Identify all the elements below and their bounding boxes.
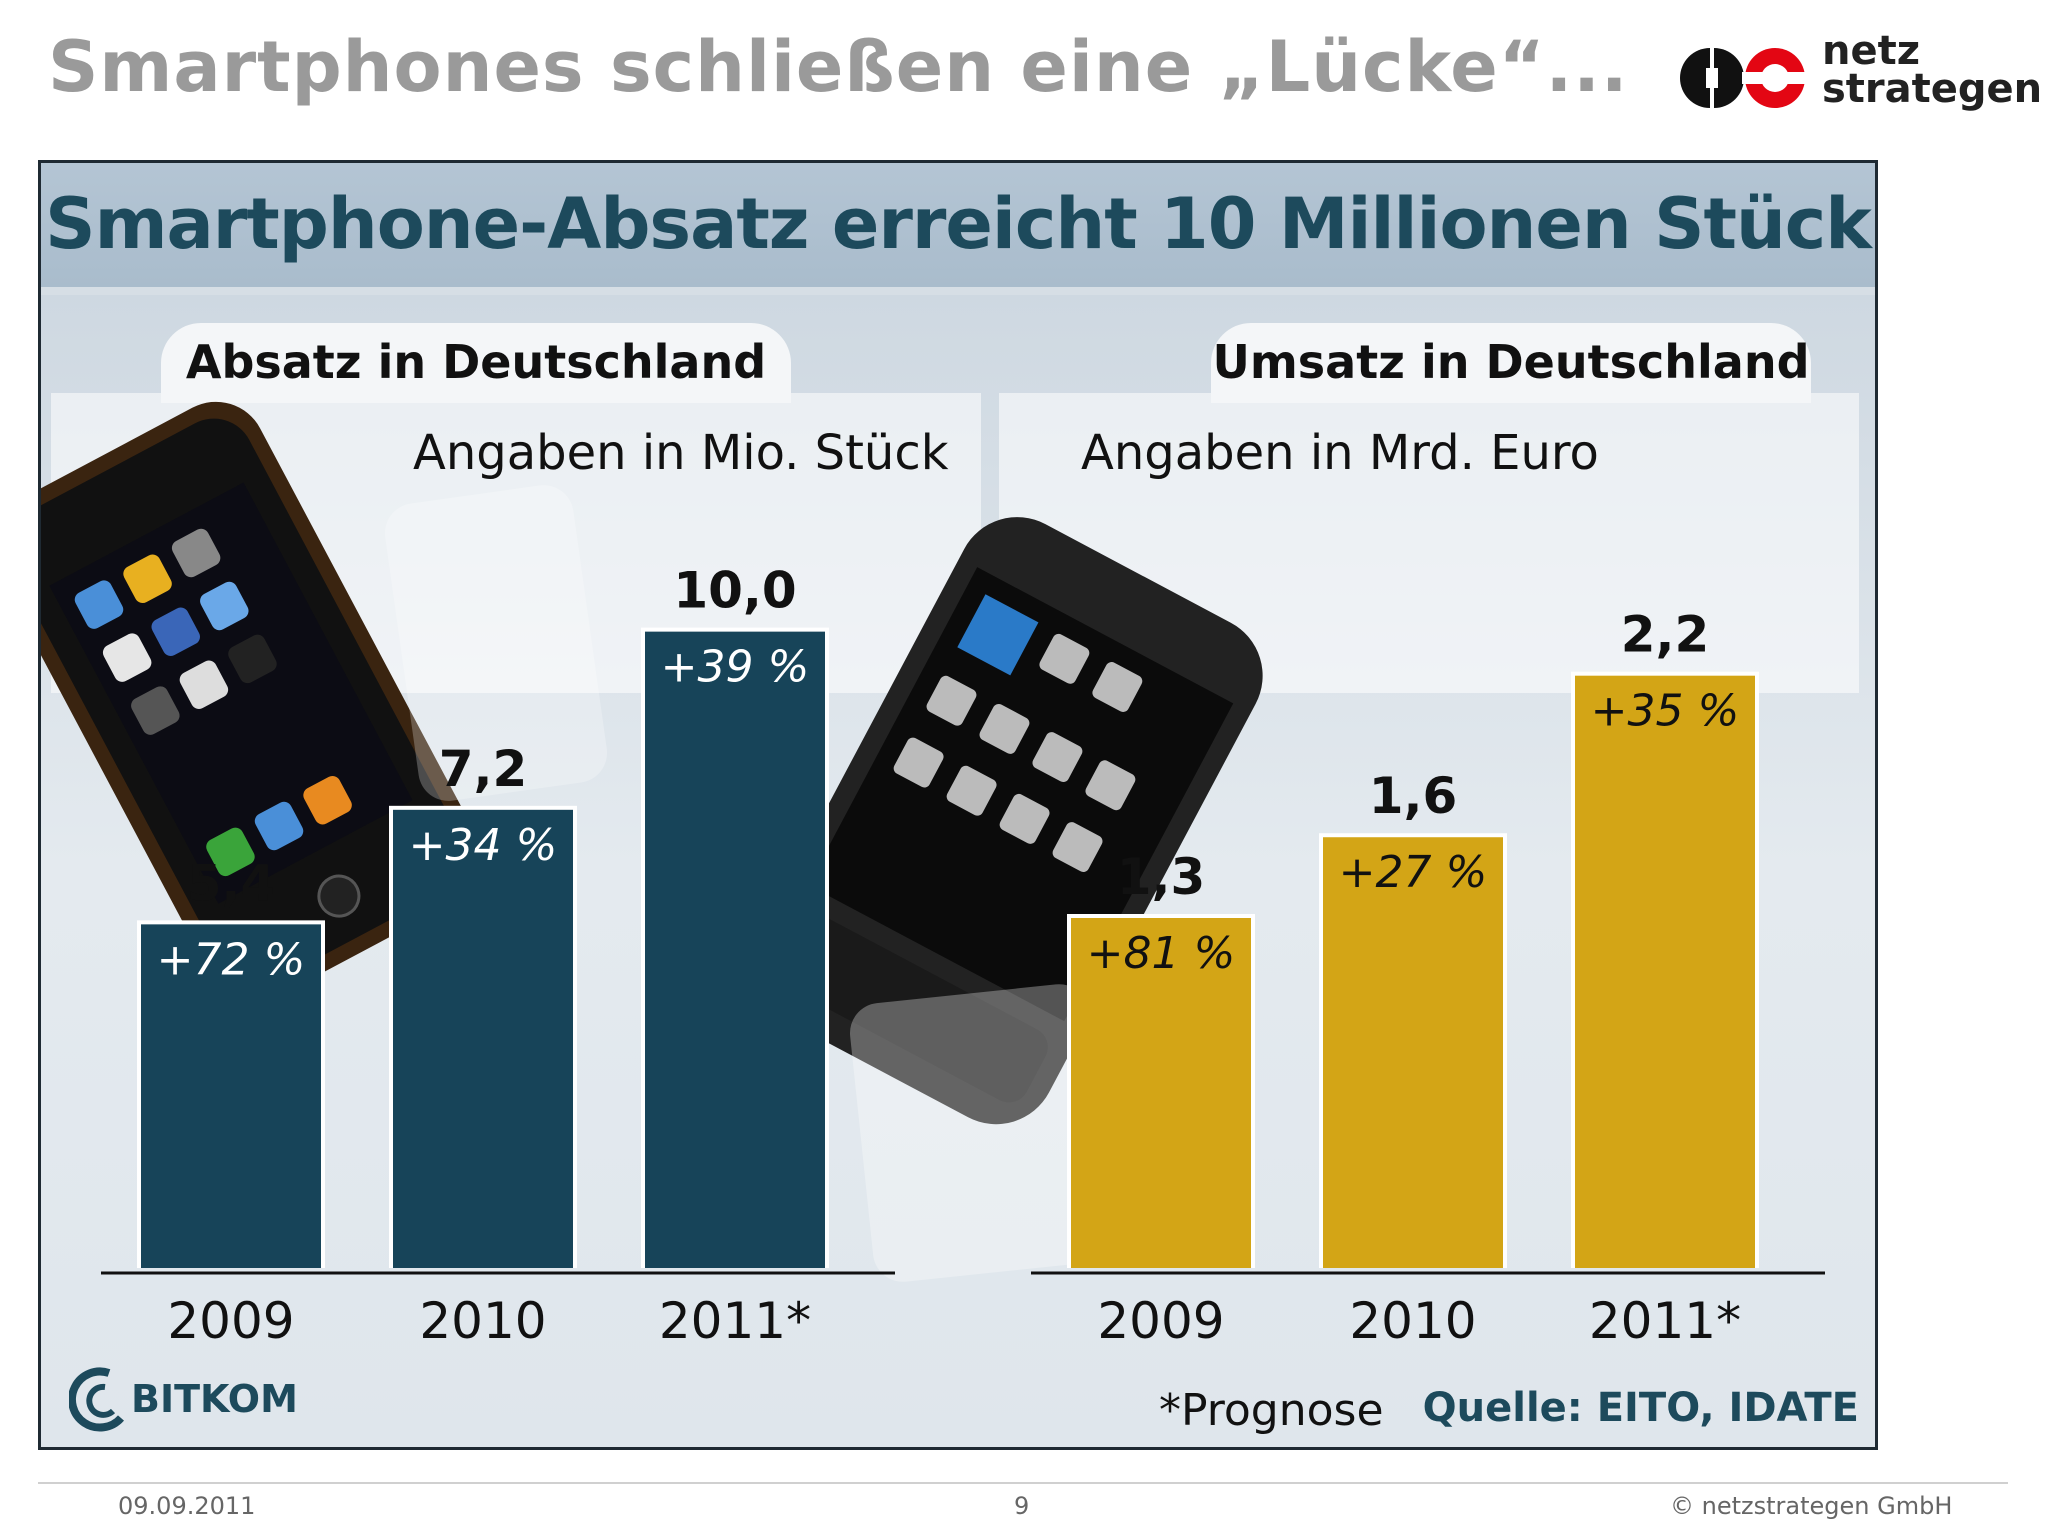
value-label: 7,2 — [439, 740, 528, 798]
chart-absatz: +72 % 5,4 2009 +34 % 7,2 2010 +39 % 10,0 2011* — [101, 562, 895, 1350]
right-tab: Umsatz in Deutschland — [1211, 323, 1811, 403]
right-unit-label: Angaben in Mrd. Euro — [1081, 425, 1599, 481]
value-label: 5,4 — [187, 854, 276, 912]
growth-label: +27 % — [1339, 847, 1488, 898]
category-label: 2010 — [1349, 1292, 1476, 1350]
bar — [141, 924, 321, 1268]
growth-label: +81 % — [1087, 928, 1236, 979]
background-card — [849, 984, 1113, 1282]
growth-label: +35 % — [1591, 686, 1740, 737]
left-tab: Absatz in Deutschland — [161, 323, 791, 403]
footnote-prognose: *Prognose — [1159, 1385, 1384, 1436]
bitkom-icon — [68, 1367, 124, 1432]
footer-copyright: © netzstrategen GmbH — [1670, 1492, 1953, 1520]
footer-date: 09.09.2011 — [118, 1492, 256, 1520]
iphone-illustration — [41, 401, 482, 1002]
bar — [393, 809, 573, 1268]
growth-label: +39 % — [661, 642, 810, 693]
value-label: 1,6 — [1369, 767, 1458, 825]
bar — [645, 631, 825, 1268]
footer-divider — [38, 1482, 2008, 1484]
category-label: 2009 — [167, 1292, 294, 1350]
growth-label: +72 % — [157, 934, 306, 985]
infographic: Smartphone-Absatz erreicht 10 Millionen … — [38, 160, 1878, 1450]
bar — [1575, 675, 1755, 1268]
bitkom-label: BITKOM — [131, 1377, 298, 1421]
footer-page-number: 9 — [1014, 1492, 1030, 1520]
logo-word-strategen: strategen — [1822, 66, 2043, 112]
infographic-title: Smartphone-Absatz erreicht 10 Millionen … — [45, 183, 1872, 265]
left-unit-label: Angaben in Mio. Stück — [413, 425, 949, 481]
category-label: 2011* — [1589, 1292, 1741, 1350]
category-label: 2011* — [659, 1292, 811, 1350]
bitkom-logo: BITKOM — [68, 1363, 298, 1432]
bar — [1323, 837, 1503, 1268]
bar — [1071, 918, 1251, 1268]
logo-word-netz: netz — [1822, 28, 1921, 74]
charts-svg: +72 % 5,4 2009 +34 % 7,2 2010 +39 % 10,0 2011* +… — [41, 401, 1825, 1350]
source-label: Quelle: EITO, IDATE — [1422, 1385, 1859, 1431]
netzstrategen-logo: netz strategen — [1680, 28, 2043, 128]
infographic-header: Smartphone-Absatz erreicht 10 Millionen … — [41, 163, 1875, 295]
blackberry-illustration — [750, 517, 1263, 1125]
category-label: 2009 — [1097, 1292, 1224, 1350]
chart-umsatz: +81 % 1,3 2009 +27 % 1,6 2010 +35 % 2,2 2011* — [1031, 606, 1825, 1350]
netzstrategen-logo-icon — [1680, 48, 1808, 108]
background-card — [384, 485, 608, 801]
value-label: 2,2 — [1621, 606, 1710, 664]
slide-title: Smartphones schließen eine „Lücke“... — [48, 26, 1629, 108]
value-label: 1,3 — [1117, 848, 1206, 906]
growth-label: +34 % — [409, 820, 558, 871]
category-label: 2010 — [419, 1292, 546, 1350]
value-label: 10,0 — [673, 562, 796, 620]
